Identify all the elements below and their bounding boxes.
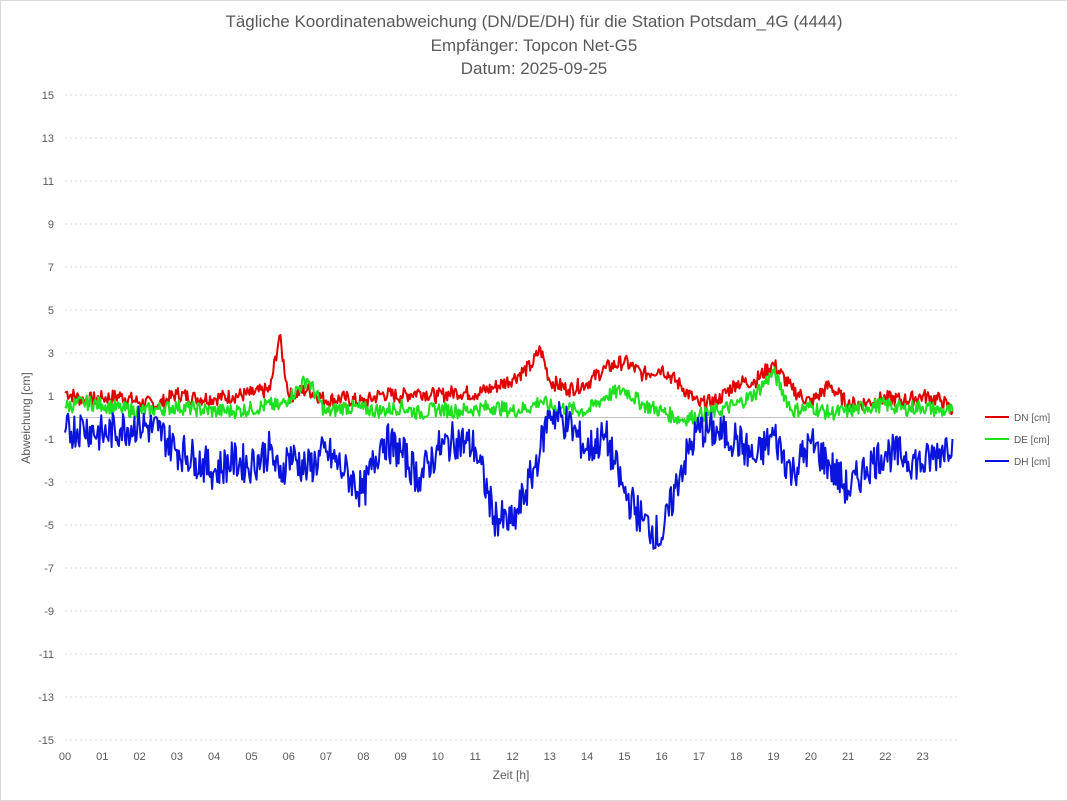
chart-subtitle-receiver: Empfänger: Topcon Net-G5 bbox=[430, 36, 638, 55]
x-tick-label: 11 bbox=[469, 751, 480, 763]
y-axis-label: Abweichung [cm] bbox=[19, 372, 33, 463]
x-tick-label: 18 bbox=[730, 751, 742, 763]
x-tick-label: 02 bbox=[133, 751, 145, 763]
y-axis-ticks: 15 13 11 9 7 5 3 1 -1 -3 -5 -7 -9 -11 -13 -15 bbox=[38, 90, 54, 747]
y-tick-label: 5 bbox=[48, 305, 54, 317]
y-tick-label: -1 bbox=[44, 434, 54, 446]
y-tick-label: -7 bbox=[44, 563, 54, 575]
y-tick-label: 13 bbox=[42, 133, 54, 145]
chart-subtitle-date: Datum: 2025-09-25 bbox=[460, 59, 608, 78]
y-tick-label: 15 bbox=[42, 90, 54, 102]
x-tick-label: 20 bbox=[805, 751, 817, 763]
x-tick-label: 19 bbox=[767, 751, 779, 763]
legend-label-dn: DN [cm] bbox=[1014, 413, 1050, 424]
x-tick-label: 22 bbox=[879, 751, 891, 763]
x-tick-label: 15 bbox=[618, 751, 630, 763]
y-tick-label: -9 bbox=[44, 606, 54, 618]
y-tick-label: -11 bbox=[39, 649, 54, 661]
y-tick-label: -13 bbox=[38, 692, 54, 704]
legend: DN [cm] DE [cm] DH [cm] bbox=[985, 413, 1050, 468]
x-tick-label: 07 bbox=[320, 751, 332, 763]
legend-label-dh: DH [cm] bbox=[1014, 457, 1050, 468]
x-tick-label: 00 bbox=[59, 751, 71, 763]
y-tick-label: 11 bbox=[43, 176, 54, 188]
x-tick-label: 21 bbox=[842, 751, 854, 763]
y-tick-label: 3 bbox=[48, 348, 54, 360]
x-axis-ticks: 00 01 02 03 04 05 06 07 08 09 10 11 12 13 14 15 16 17 18 19… bbox=[59, 751, 929, 763]
y-tick-label: 7 bbox=[48, 262, 54, 274]
x-tick-label: 09 bbox=[395, 751, 407, 763]
x-tick-label: 03 bbox=[171, 751, 183, 763]
chart-title: Tägliche Koordinatenabweichung (DN/DE/DH… bbox=[225, 12, 843, 31]
y-tick-label: -3 bbox=[44, 477, 54, 489]
gridlines bbox=[65, 94, 960, 741]
legend-label-de: DE [cm] bbox=[1014, 435, 1050, 446]
x-tick-label: 06 bbox=[283, 751, 295, 763]
y-tick-label: -15 bbox=[38, 735, 54, 747]
x-tick-label: 14 bbox=[581, 751, 593, 763]
x-tick-label: 08 bbox=[357, 751, 369, 763]
x-tick-label: 01 bbox=[96, 751, 108, 763]
x-axis-label: Zeit [h] bbox=[493, 768, 530, 782]
series-line-de bbox=[64, 366, 954, 427]
x-tick-label: 23 bbox=[917, 751, 929, 763]
x-tick-label: 12 bbox=[506, 751, 518, 763]
x-tick-label: 10 bbox=[432, 751, 444, 763]
x-tick-label: 16 bbox=[656, 751, 668, 763]
y-tick-label: -5 bbox=[44, 520, 54, 532]
series-line-dh bbox=[64, 401, 954, 550]
x-tick-label: 13 bbox=[544, 751, 556, 763]
y-tick-label: 1 bbox=[48, 391, 54, 403]
x-tick-label: 05 bbox=[245, 751, 257, 763]
series-lines bbox=[64, 334, 954, 550]
x-tick-label: 17 bbox=[693, 751, 705, 763]
y-tick-label: 9 bbox=[48, 219, 54, 231]
x-tick-label: 04 bbox=[208, 751, 220, 763]
series-line-dn bbox=[64, 334, 954, 416]
